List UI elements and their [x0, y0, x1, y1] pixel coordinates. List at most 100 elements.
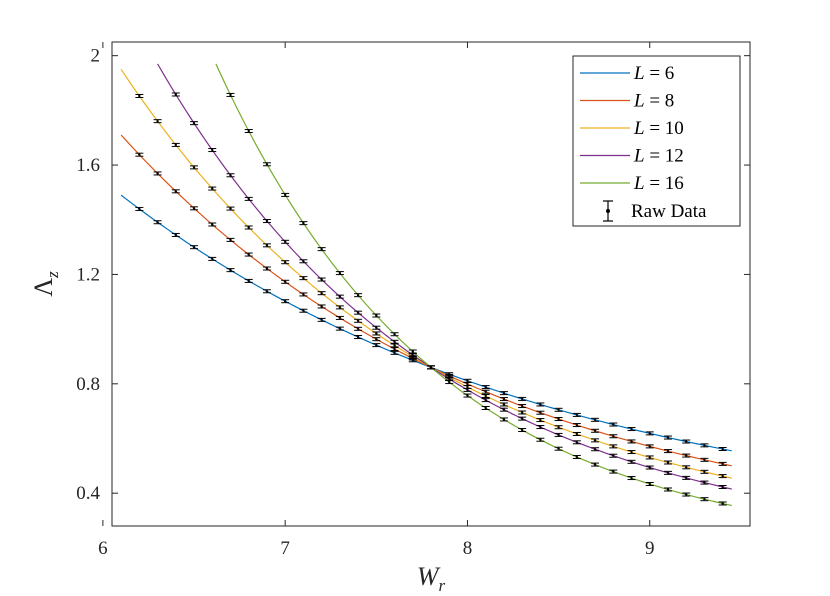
- series-line-4: [157, 63, 732, 490]
- legend-label-eq: =: [645, 146, 665, 167]
- raw-data-point: [536, 437, 545, 442]
- raw-data-marker: [484, 390, 487, 393]
- raw-data-point: [317, 291, 326, 296]
- legend-label-eq: =: [645, 173, 665, 194]
- raw-data-point: [262, 162, 271, 167]
- raw-data-marker: [666, 461, 670, 464]
- raw-data-marker: [557, 408, 560, 412]
- raw-data-point: [208, 186, 217, 191]
- y-tick-label: 0.4: [76, 483, 100, 504]
- raw-data-marker: [247, 253, 250, 256]
- raw-data-point: [499, 407, 508, 412]
- raw-data-marker: [575, 413, 579, 417]
- raw-data-marker: [283, 261, 287, 264]
- raw-data-point: [463, 387, 472, 392]
- raw-data-point: [499, 417, 508, 422]
- raw-data-marker: [283, 280, 287, 283]
- raw-data-marker: [630, 440, 633, 443]
- raw-data-point: [700, 480, 709, 485]
- raw-data-marker: [265, 290, 269, 293]
- raw-data-marker: [484, 394, 487, 398]
- raw-data-point: [262, 266, 271, 271]
- y-tick-label: 1.2: [76, 264, 100, 285]
- raw-data-point: [663, 449, 672, 454]
- legend-label: L = 6: [633, 63, 674, 84]
- raw-data-marker: [520, 404, 524, 408]
- raw-data-marker: [630, 476, 633, 480]
- raw-data-marker: [302, 276, 305, 280]
- raw-data-point: [627, 427, 636, 432]
- raw-data-marker: [156, 172, 159, 175]
- raw-data-point: [390, 339, 399, 344]
- raw-data-marker: [338, 271, 342, 275]
- raw-data-point: [390, 350, 399, 355]
- raw-data-point: [554, 432, 563, 437]
- raw-data-marker: [539, 403, 542, 406]
- raw-data-point: [718, 484, 727, 489]
- raw-data-point: [135, 206, 144, 211]
- legend-item-2: L = 8: [580, 91, 674, 112]
- raw-data-point: [627, 476, 636, 481]
- raw-data-point: [372, 337, 381, 342]
- raw-data-marker: [265, 219, 269, 223]
- legend-raw-marker: [606, 209, 610, 213]
- raw-data-marker: [575, 441, 579, 444]
- raw-data-point: [281, 279, 290, 284]
- legend-label-eq: =: [645, 118, 665, 139]
- raw-data-point: [627, 439, 636, 444]
- y-axis-label: Λz: [29, 271, 62, 297]
- raw-data-marker: [648, 456, 651, 459]
- raw-data-marker: [229, 93, 232, 97]
- legend-label: L = 10: [633, 118, 684, 139]
- raw-data-marker: [557, 433, 560, 437]
- raw-data-marker: [356, 319, 360, 322]
- raw-data-marker: [520, 417, 524, 420]
- raw-data-marker: [411, 350, 414, 353]
- raw-data-point: [299, 221, 308, 226]
- raw-data-marker: [685, 476, 688, 480]
- raw-data-point: [518, 428, 527, 433]
- legend-label-eq: =: [645, 63, 665, 84]
- y-tick-label: 0.8: [76, 374, 100, 395]
- raw-data-marker: [666, 449, 670, 453]
- raw-data-point: [572, 431, 581, 436]
- legend-label-value: 12: [665, 146, 684, 167]
- raw-data-marker: [229, 207, 232, 210]
- raw-data-marker: [411, 353, 414, 357]
- raw-data-marker: [375, 314, 378, 317]
- raw-data-marker: [393, 333, 396, 336]
- raw-data-marker: [466, 394, 469, 397]
- x-axis-label: Wr: [417, 562, 446, 595]
- raw-data-point: [226, 206, 235, 211]
- raw-data-marker: [265, 267, 269, 270]
- raw-data-marker: [192, 207, 196, 210]
- raw-data-marker: [721, 474, 724, 478]
- raw-data-point: [645, 465, 654, 470]
- raw-data-marker: [666, 436, 670, 439]
- raw-data-point: [518, 396, 527, 401]
- raw-data-marker: [156, 221, 159, 224]
- raw-data-marker: [721, 447, 724, 451]
- raw-data-point: [627, 450, 636, 455]
- legend-label: L = 8: [633, 91, 674, 112]
- raw-data-point: [627, 459, 636, 464]
- raw-data-marker: [265, 163, 269, 166]
- raw-data-marker: [593, 429, 597, 432]
- raw-data-point: [518, 404, 527, 409]
- raw-data-marker: [502, 403, 506, 406]
- raw-data-point: [244, 252, 253, 257]
- raw-data-marker: [466, 385, 469, 389]
- raw-data-marker: [338, 306, 342, 309]
- raw-data-point: [445, 380, 454, 385]
- raw-data-marker: [192, 121, 196, 125]
- raw-data-point: [299, 308, 308, 313]
- raw-data-marker: [466, 382, 469, 386]
- raw-data-marker: [575, 455, 579, 459]
- raw-data-point: [481, 405, 490, 410]
- raw-data-marker: [539, 418, 542, 422]
- raw-data-point: [262, 289, 271, 294]
- raw-data-marker: [283, 193, 287, 197]
- raw-data-point: [226, 237, 235, 242]
- raw-data-marker: [721, 502, 724, 505]
- raw-data-marker: [520, 397, 524, 401]
